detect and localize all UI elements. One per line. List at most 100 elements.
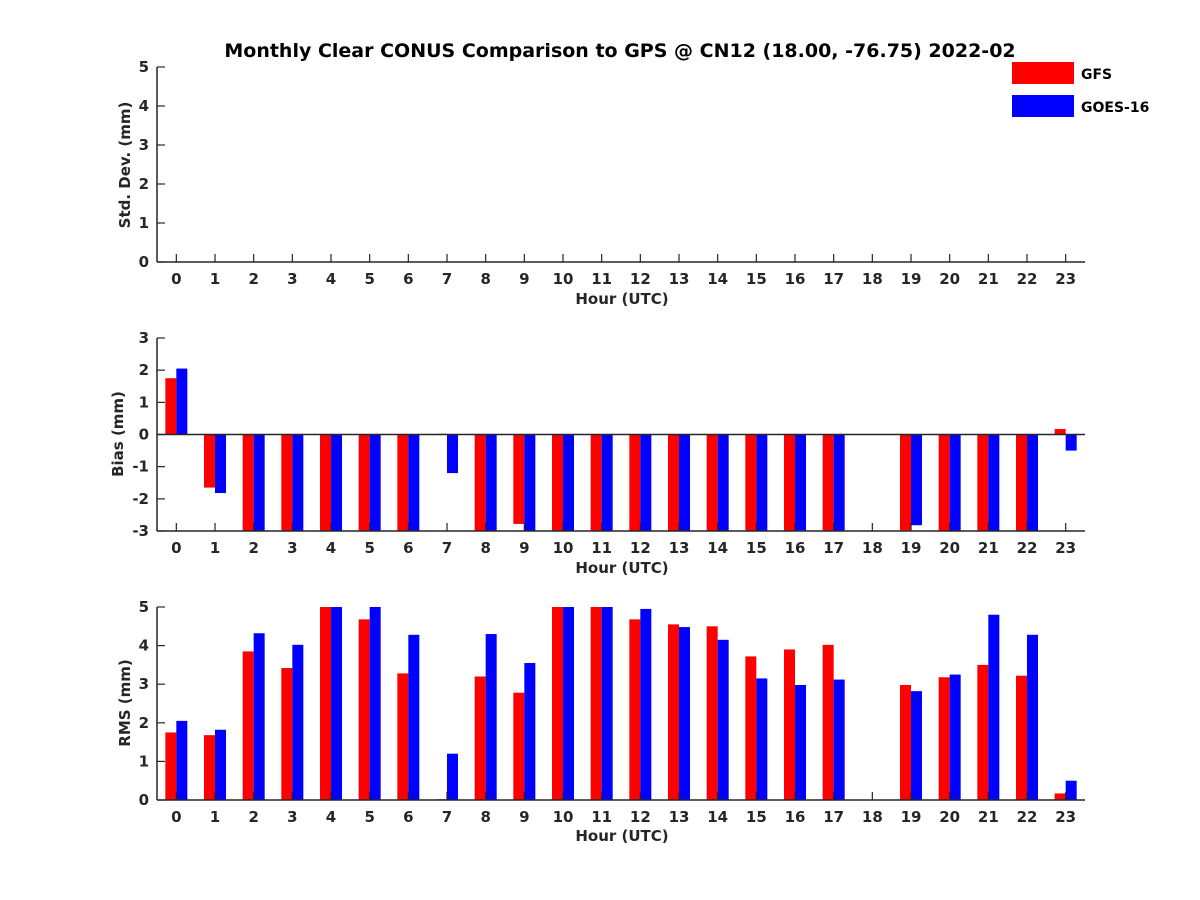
bar-goes16-hour-3 xyxy=(292,434,304,531)
bar-goes16-hour-23 xyxy=(1065,434,1077,451)
x-tick-label: 13 xyxy=(669,270,690,288)
x-tick-label: 5 xyxy=(364,808,374,826)
bar-gfs-hour-6 xyxy=(397,673,409,800)
bar-gfs-hour-16 xyxy=(784,649,795,800)
x-tick-label: 20 xyxy=(939,270,960,288)
x-tick-label: 10 xyxy=(553,808,574,826)
x-tick-label: 20 xyxy=(939,808,960,826)
x-axis-label: Hour (UTC) xyxy=(575,290,668,308)
x-tick-label: 19 xyxy=(901,270,922,288)
bar-goes16-hour-14 xyxy=(717,639,729,800)
x-tick-label: 22 xyxy=(1017,270,1038,288)
bar-goes16-hour-0 xyxy=(176,368,188,435)
bar-goes16-hour-5 xyxy=(369,607,381,800)
x-tick-label: 17 xyxy=(823,539,844,557)
bar-gfs-hour-22 xyxy=(1016,675,1027,800)
bar-gfs-hour-5 xyxy=(358,619,370,800)
bar-gfs-hour-17 xyxy=(822,644,834,800)
x-tick-label: 3 xyxy=(287,808,297,826)
bar-goes16-hour-1 xyxy=(215,729,226,800)
bar-gfs-hour-13 xyxy=(668,434,679,531)
x-tick-label: 1 xyxy=(210,808,220,826)
x-tick-label: 6 xyxy=(403,270,413,288)
x-tick-label: 7 xyxy=(442,539,452,557)
x-tick-label: 21 xyxy=(978,270,999,288)
y-tick-label: 2 xyxy=(139,361,149,379)
bar-gfs-hour-23 xyxy=(1054,429,1066,435)
x-tick-label: 8 xyxy=(480,270,490,288)
bar-goes16-hour-5 xyxy=(369,434,381,531)
x-tick-label: 18 xyxy=(862,270,883,288)
bar-goes16-hour-4 xyxy=(331,607,342,800)
x-tick-label: 9 xyxy=(519,539,529,557)
x-tick-label: 23 xyxy=(1055,808,1076,826)
bar-goes16-hour-2 xyxy=(253,434,265,531)
y-tick-label: 1 xyxy=(139,393,149,411)
bar-goes16-hour-8 xyxy=(485,634,497,800)
bar-gfs-hour-12 xyxy=(629,434,641,531)
x-tick-label: 4 xyxy=(326,808,336,826)
y-tick-label: 3 xyxy=(139,675,149,693)
bar-goes16-hour-7 xyxy=(447,434,458,474)
bar-goes16-hour-3 xyxy=(292,644,304,800)
x-tick-label: 2 xyxy=(248,270,258,288)
bar-gfs-hour-9 xyxy=(513,434,525,524)
x-tick-label: 2 xyxy=(248,539,258,557)
bar-gfs-hour-16 xyxy=(784,434,795,531)
x-tick-label: 0 xyxy=(171,539,181,557)
y-tick-label: -2 xyxy=(132,490,149,508)
x-tick-label: 17 xyxy=(823,270,844,288)
x-tick-label: 15 xyxy=(746,808,767,826)
x-tick-label: 12 xyxy=(630,270,651,288)
bar-goes16-hour-17 xyxy=(833,434,845,531)
bar-gfs-hour-9 xyxy=(513,692,525,800)
bar-gfs-hour-4 xyxy=(320,607,331,800)
x-tick-label: 16 xyxy=(785,270,806,288)
y-tick-label: 1 xyxy=(139,214,149,232)
y-tick-label: 5 xyxy=(139,598,149,616)
bar-gfs-hour-8 xyxy=(474,434,486,531)
x-tick-label: 4 xyxy=(326,539,336,557)
bar-goes16-hour-9 xyxy=(524,434,536,531)
bar-goes16-hour-7 xyxy=(447,753,458,800)
bar-goes16-hour-21 xyxy=(988,434,1000,531)
x-tick-label: 15 xyxy=(746,539,767,557)
bar-gfs-hour-14 xyxy=(706,434,718,531)
x-tick-label: 11 xyxy=(591,270,612,288)
bar-goes16-hour-0 xyxy=(176,720,188,800)
x-tick-label: 4 xyxy=(326,270,336,288)
x-tick-label: 14 xyxy=(707,539,728,557)
bar-gfs-hour-8 xyxy=(474,676,486,800)
bar-goes16-hour-19 xyxy=(911,691,922,800)
bar-gfs-hour-11 xyxy=(590,434,602,531)
x-tick-label: 8 xyxy=(480,539,490,557)
bar-goes16-hour-16 xyxy=(795,434,806,531)
x-tick-label: 9 xyxy=(519,808,529,826)
bar-goes16-hour-1 xyxy=(215,434,226,494)
legend: GFS GOES-16 xyxy=(1012,62,1149,117)
x-tick-label: 9 xyxy=(519,270,529,288)
bar-goes16-hour-10 xyxy=(563,434,574,531)
bar-goes16-hour-8 xyxy=(485,434,497,531)
bar-gfs-hour-0 xyxy=(165,378,177,435)
x-tick-label: 15 xyxy=(746,270,767,288)
legend-swatch-gfs xyxy=(1012,62,1074,84)
x-tick-label: 23 xyxy=(1055,539,1076,557)
x-tick-label: 17 xyxy=(823,808,844,826)
bar-gfs-hour-0 xyxy=(165,732,177,800)
bar-gfs-hour-15 xyxy=(745,434,757,531)
bar-gfs-hour-2 xyxy=(242,651,254,800)
bar-goes16-hour-10 xyxy=(563,607,574,800)
bar-gfs-hour-19 xyxy=(900,434,911,531)
x-tick-label: 11 xyxy=(591,539,612,557)
x-tick-label: 18 xyxy=(862,808,883,826)
x-tick-label: 22 xyxy=(1017,539,1038,557)
x-axis-label: Hour (UTC) xyxy=(575,827,668,845)
x-axis-label: Hour (UTC) xyxy=(575,559,668,577)
legend-label-goes16: GOES-16 xyxy=(1081,100,1149,116)
bar-goes16-hour-6 xyxy=(408,634,420,800)
y-tick-label: 3 xyxy=(139,329,149,347)
bar-gfs-hour-2 xyxy=(242,434,254,531)
bar-gfs-hour-20 xyxy=(938,677,950,800)
